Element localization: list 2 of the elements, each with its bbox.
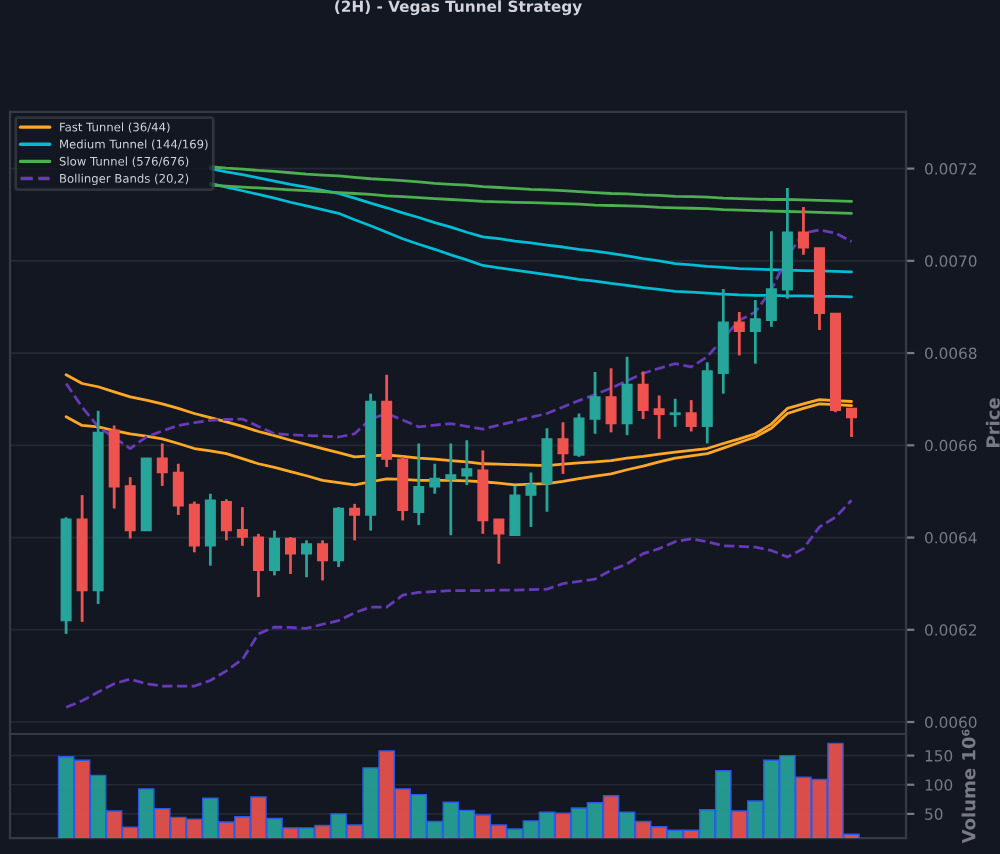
y-axis-title: Price bbox=[985, 398, 1000, 447]
y-axis-title: Volume 10⁶ bbox=[961, 729, 976, 844]
